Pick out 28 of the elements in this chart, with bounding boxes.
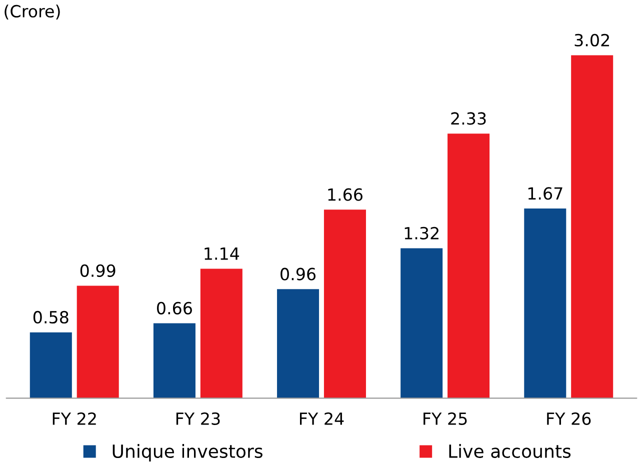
data-label: 2.33: [451, 112, 486, 125]
data-label: 1.67: [528, 187, 562, 200]
data-label: 1.32: [404, 226, 438, 240]
bar: [448, 134, 490, 398]
bar: [30, 332, 72, 398]
data-label: 0.96: [280, 268, 316, 280]
bar: [200, 268, 242, 398]
x-tick-label: FY 22: [52, 412, 96, 425]
data-label: 0.66: [157, 302, 192, 314]
data-label: 0.58: [33, 310, 68, 324]
data-label: 1.66: [328, 188, 362, 201]
x-tick-label: FY 26: [547, 412, 591, 425]
x-tick-label: FY 25: [424, 412, 467, 425]
text: (Crore): [4, 4, 60, 20]
bar: [153, 323, 196, 398]
bar: [76, 286, 119, 398]
legend-label: Live accounts: [449, 444, 571, 458]
x-tick-label: FY 24: [300, 412, 344, 425]
data-label: 0.99: [80, 264, 116, 277]
data-label: 1.14: [204, 248, 240, 260]
bar: [524, 208, 566, 398]
bar: [571, 55, 614, 398]
bar: [277, 289, 320, 398]
data-label: 3.02: [574, 34, 609, 46]
x-tick-label: FY 23: [176, 412, 220, 425]
bar: [324, 210, 366, 398]
bar: [400, 248, 443, 398]
legend-label: Unique investors: [112, 444, 262, 462]
